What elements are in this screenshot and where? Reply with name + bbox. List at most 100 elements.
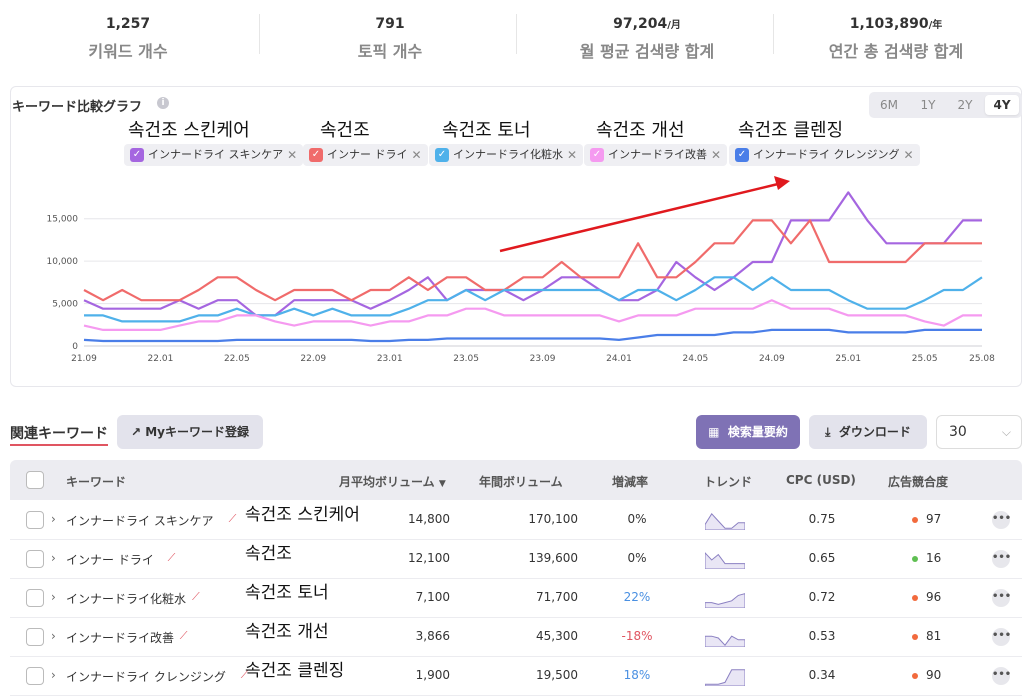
y-tick-label: 10,000 <box>47 257 79 267</box>
sparkline-path <box>705 635 745 647</box>
range-2y-button[interactable]: 2Y <box>957 98 973 112</box>
chevron-right-icon[interactable]: › <box>51 550 56 565</box>
keyword-link[interactable]: インナードライ スキンケア <box>66 513 214 528</box>
col-change-rate[interactable]: 増減率 <box>612 475 649 489</box>
select-all-checkbox[interactable] <box>26 471 44 489</box>
col-cpc[interactable]: CPC (USD) <box>786 473 856 487</box>
more-options-icon[interactable]: ••• <box>992 588 1011 607</box>
chart-title: キーワード比較グラフ <box>12 100 143 115</box>
range-6m-button[interactable]: 6M <box>880 98 898 112</box>
more-options-icon[interactable]: ••• <box>992 666 1011 685</box>
download-button[interactable]: ⤓ ダウンロード <box>809 415 927 449</box>
chevron-right-icon[interactable]: › <box>51 667 56 682</box>
keyword-link[interactable]: インナードライ クレンジング <box>66 669 226 684</box>
keyword-link[interactable]: インナードライ改善 <box>66 630 175 645</box>
more-options-icon[interactable]: ••• <box>992 549 1011 568</box>
check-icon[interactable]: ✓ <box>735 148 749 162</box>
range-4y-button[interactable]: 4Y <box>985 95 1019 115</box>
col-keyword[interactable]: キーワード <box>66 475 127 489</box>
monthly-volume: 7,100 <box>415 589 450 604</box>
close-icon[interactable]: ✕ <box>903 148 914 162</box>
download-icon: ⤓ <box>825 425 831 439</box>
keyword-korean: 속건조 스킨케어 <box>245 504 360 525</box>
x-tick-label: 25.05 <box>912 354 938 364</box>
chart-card <box>10 86 1022 387</box>
row-checkbox[interactable] <box>26 549 44 568</box>
close-icon[interactable]: ✕ <box>287 148 298 162</box>
trend-chart-icon[interactable]: ⟋ <box>179 628 188 642</box>
keyword-korean: 속건조 <box>245 543 292 564</box>
series-chip[interactable]: ✓ インナードライ改善 ✕ <box>584 144 727 166</box>
red-arrow-shaft <box>499 182 779 253</box>
cpc-value: 0.53 <box>808 628 836 643</box>
yearly-volume: 139,600 <box>528 550 578 565</box>
series-line-4 <box>83 328 982 343</box>
page-size-select[interactable]: 30 ⌵ <box>936 415 1022 449</box>
monthly-volume: 12,100 <box>408 550 450 565</box>
col-yearly-volume[interactable]: 年間ボリューム <box>479 475 563 489</box>
cpc-value: 0.34 <box>808 667 836 682</box>
col-monthly-volume[interactable]: 月平均ボリューム ▼ <box>339 475 446 489</box>
keyword-link[interactable]: インナー ドライ <box>66 552 154 567</box>
series-line-3 <box>83 299 982 331</box>
search-summary-button[interactable]: ▦ 検索量要約 <box>696 415 800 449</box>
trend-chart-icon[interactable]: ⟋ <box>167 550 176 564</box>
series-chip[interactable]: ✓ インナードライ スキンケア ✕ <box>124 144 304 166</box>
competition-dot <box>912 594 918 601</box>
info-icon[interactable]: i <box>157 97 169 109</box>
keyword-link[interactable]: インナードライ化粧水 <box>66 591 187 606</box>
stat-label: 월 평균 검색량 합계 <box>579 42 715 61</box>
competition-dot <box>912 516 918 523</box>
red-arrow-head <box>774 176 790 190</box>
close-icon[interactable]: ✕ <box>710 148 721 162</box>
table-header <box>10 460 1022 500</box>
trend-chart-icon[interactable]: ⟋ <box>192 589 200 603</box>
more-options-icon[interactable]: ••• <box>992 627 1011 646</box>
chevron-right-icon[interactable]: › <box>51 628 56 643</box>
change-rate: 18% <box>623 667 651 682</box>
row-checkbox[interactable] <box>26 510 44 529</box>
row-checkbox[interactable] <box>26 588 44 607</box>
series-chip[interactable]: ✓ インナー ドライ ✕ <box>303 144 428 166</box>
close-icon[interactable]: ✕ <box>411 148 422 162</box>
change-rate: -18% <box>621 628 653 643</box>
competition-dot <box>912 633 918 640</box>
range-1y-button[interactable]: 1Y <box>920 98 936 112</box>
stat-unit: /月 <box>667 20 681 31</box>
x-tick-label: 24.01 <box>606 354 632 364</box>
trend-chart-icon[interactable]: ⟋ <box>240 667 249 681</box>
sort-desc-icon[interactable]: ▼ <box>438 479 446 489</box>
check-icon[interactable]: ✓ <box>130 148 144 162</box>
keyword-korean: 속건조 클렌징 <box>245 660 345 681</box>
row-checkbox[interactable] <box>26 627 44 646</box>
stat-keyword-count: 1,257 키워드 개수 <box>0 16 256 62</box>
series-line-0 <box>83 191 982 317</box>
sparkline-path <box>705 668 745 686</box>
chevron-right-icon[interactable]: › <box>51 511 56 526</box>
close-icon[interactable]: ✕ <box>566 148 577 162</box>
series-line-2 <box>84 276 983 323</box>
series-chip[interactable]: ✓ インナードライ化粧水 ✕ <box>429 144 583 166</box>
trend-chart-icon[interactable]: ⟋ <box>228 511 237 525</box>
stat-label: 키워드 개수 <box>88 42 168 61</box>
chip-label: インナードライ化粧水 <box>453 148 563 161</box>
x-tick-label: 23.01 <box>377 354 403 364</box>
check-icon[interactable]: ✓ <box>590 148 604 162</box>
row-checkbox[interactable] <box>26 666 44 685</box>
monthly-volume: 14,800 <box>408 511 450 526</box>
competition-value: 16 <box>926 550 942 565</box>
cpc-value: 0.75 <box>808 511 836 526</box>
check-icon[interactable]: ✓ <box>435 148 449 162</box>
chevron-right-icon[interactable]: › <box>51 589 56 604</box>
change-rate: 0% <box>627 511 647 526</box>
more-options-icon[interactable]: ••• <box>992 510 1011 529</box>
series-chip[interactable]: ✓ インナードライ クレンジング ✕ <box>729 144 920 166</box>
my-keyword-register-button[interactable]: ↗ Myキーワード登録 <box>117 415 263 449</box>
check-icon[interactable]: ✓ <box>309 148 323 162</box>
change-rate: 0% <box>627 550 647 565</box>
tab-related-keywords[interactable]: 関連キーワード <box>10 426 108 442</box>
col-ad-competition[interactable]: 広告競合度 <box>888 475 949 489</box>
trend-sparkline <box>705 512 745 530</box>
yearly-volume: 45,300 <box>536 628 578 643</box>
stat-unit: /年 <box>928 20 943 31</box>
